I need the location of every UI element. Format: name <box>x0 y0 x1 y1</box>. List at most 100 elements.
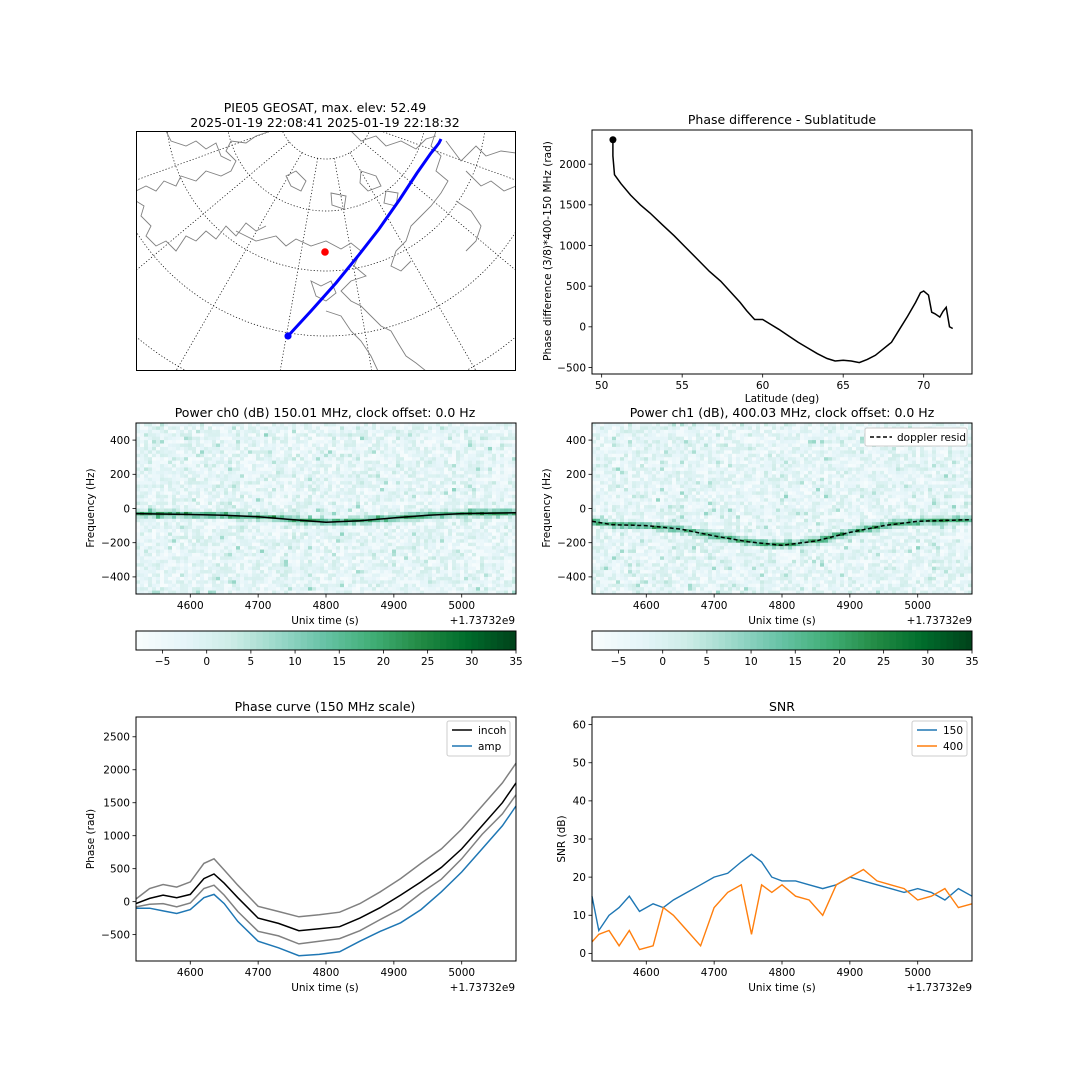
spectrogram-cell <box>488 498 493 503</box>
spectrogram-cell <box>452 546 457 551</box>
spectrogram-cell <box>268 590 273 595</box>
spectrogram-cell <box>492 522 497 527</box>
spectrogram-cell <box>440 484 445 489</box>
spectrogram-cell <box>380 590 385 595</box>
spectrogram-cell <box>180 498 185 503</box>
spectrogram-cell <box>228 576 233 581</box>
spectrogram-cell <box>228 515 233 520</box>
spectrogram-cell <box>416 501 421 506</box>
spectrogram-cell <box>264 446 269 451</box>
spectrogram-cell <box>304 491 309 496</box>
spectrogram-cell <box>152 525 157 530</box>
spectrogram-cell <box>444 583 449 588</box>
spectrogram-cell <box>280 481 285 486</box>
spectrogram-cell <box>424 529 429 533</box>
spectrogram-cell <box>432 563 437 568</box>
spectrogram-cell <box>296 546 301 551</box>
spectrogram-cell <box>256 491 261 496</box>
spectrogram-cell <box>184 542 189 547</box>
spectrogram-cell <box>472 423 477 427</box>
spectrogram-cell <box>332 494 337 499</box>
spectrogram-cell <box>284 440 289 445</box>
spectrogram-cell <box>484 426 489 431</box>
spectrogram-cell <box>316 470 321 475</box>
spectrogram-cell <box>264 423 269 427</box>
spectrogram-cell <box>136 474 141 479</box>
spectrogram-cell <box>332 460 337 465</box>
spectrogram-cell <box>200 446 205 451</box>
spectrogram-cell <box>252 580 257 585</box>
spectrogram-cell <box>160 450 165 455</box>
spectrogram-cell <box>324 460 329 465</box>
spectrogram-cell <box>508 453 513 458</box>
spectrogram-cell <box>412 525 417 530</box>
spectrogram-cell <box>464 429 469 434</box>
spectrogram-cell <box>224 580 229 585</box>
spectrogram-cell <box>224 508 229 513</box>
spectrogram-cell <box>280 559 285 564</box>
spectrogram-cell <box>460 481 465 486</box>
spectrogram-cell <box>420 484 425 489</box>
spectrogram-cell <box>436 570 441 574</box>
spectrogram-cell <box>148 535 153 540</box>
spectrogram-cell <box>408 508 413 513</box>
spectrogram-cell <box>404 529 409 533</box>
spectrogram-cell <box>284 515 289 520</box>
spectrogram-cell <box>396 494 401 499</box>
spectrogram-cell <box>324 457 329 462</box>
spectrogram-cell <box>476 508 481 513</box>
spectrogram-cell <box>344 481 349 486</box>
spectrogram-cell <box>276 501 281 506</box>
spectrogram-cell <box>360 464 365 468</box>
spectrogram-cell <box>404 443 409 448</box>
spectrogram-cell <box>156 552 161 557</box>
spectrogram-cell <box>180 491 185 496</box>
spectrogram-cell <box>332 446 337 451</box>
spectrogram-cell <box>316 446 321 451</box>
spectrogram-cell <box>252 532 257 537</box>
spectrogram-cell <box>200 518 205 523</box>
spectrogram-cell <box>204 494 209 499</box>
spectrogram-cell <box>408 457 413 462</box>
spectrogram-cell <box>148 440 153 445</box>
spectrogram-cell <box>172 440 177 445</box>
spectrogram-cell <box>264 556 269 561</box>
spectrogram-cell <box>200 426 205 431</box>
spectrogram-cell <box>208 429 213 434</box>
spectrogram-cell <box>184 494 189 499</box>
spectrogram-cell <box>384 552 389 557</box>
spectrogram-cell <box>388 487 393 492</box>
spectrogram-cell <box>356 470 361 475</box>
spectrogram-cell <box>144 474 149 479</box>
spectrogram-cell <box>396 474 401 479</box>
spectrogram-cell <box>200 573 205 578</box>
spectrogram-cell <box>240 498 245 503</box>
spectrogram-cell <box>440 583 445 588</box>
spectrogram-cell <box>256 576 261 581</box>
spectrogram-cell <box>188 587 193 592</box>
spectrogram-cell <box>592 460 597 465</box>
spectrogram-cell <box>416 573 421 578</box>
spectrogram-cell <box>152 573 157 578</box>
spectrogram-cell <box>180 580 185 585</box>
colorbar-tick-label: −5 <box>155 656 170 668</box>
spectrogram-cell <box>464 522 469 527</box>
spectrogram-cell <box>460 436 465 441</box>
spectrogram-cell <box>296 583 301 588</box>
spectrogram-cell <box>412 566 417 571</box>
spectrogram-cell <box>380 563 385 568</box>
spectrogram-cell <box>168 440 173 445</box>
spectrogram-cell <box>180 487 185 492</box>
spectrogram-cell <box>188 501 193 506</box>
spectrogram-cell <box>484 464 489 468</box>
spectrogram-cell <box>324 453 329 458</box>
spectrogram-cell <box>380 570 385 574</box>
spectrogram-cell <box>508 576 513 581</box>
spectrogram-cell <box>164 501 169 506</box>
spectrogram-cell <box>204 487 209 492</box>
spectrogram-cell <box>412 433 417 438</box>
spectrogram-cell <box>336 529 341 533</box>
spectrogram-cell <box>508 467 513 472</box>
spectrogram-cell <box>396 525 401 530</box>
spectrogram-cell <box>392 580 397 585</box>
